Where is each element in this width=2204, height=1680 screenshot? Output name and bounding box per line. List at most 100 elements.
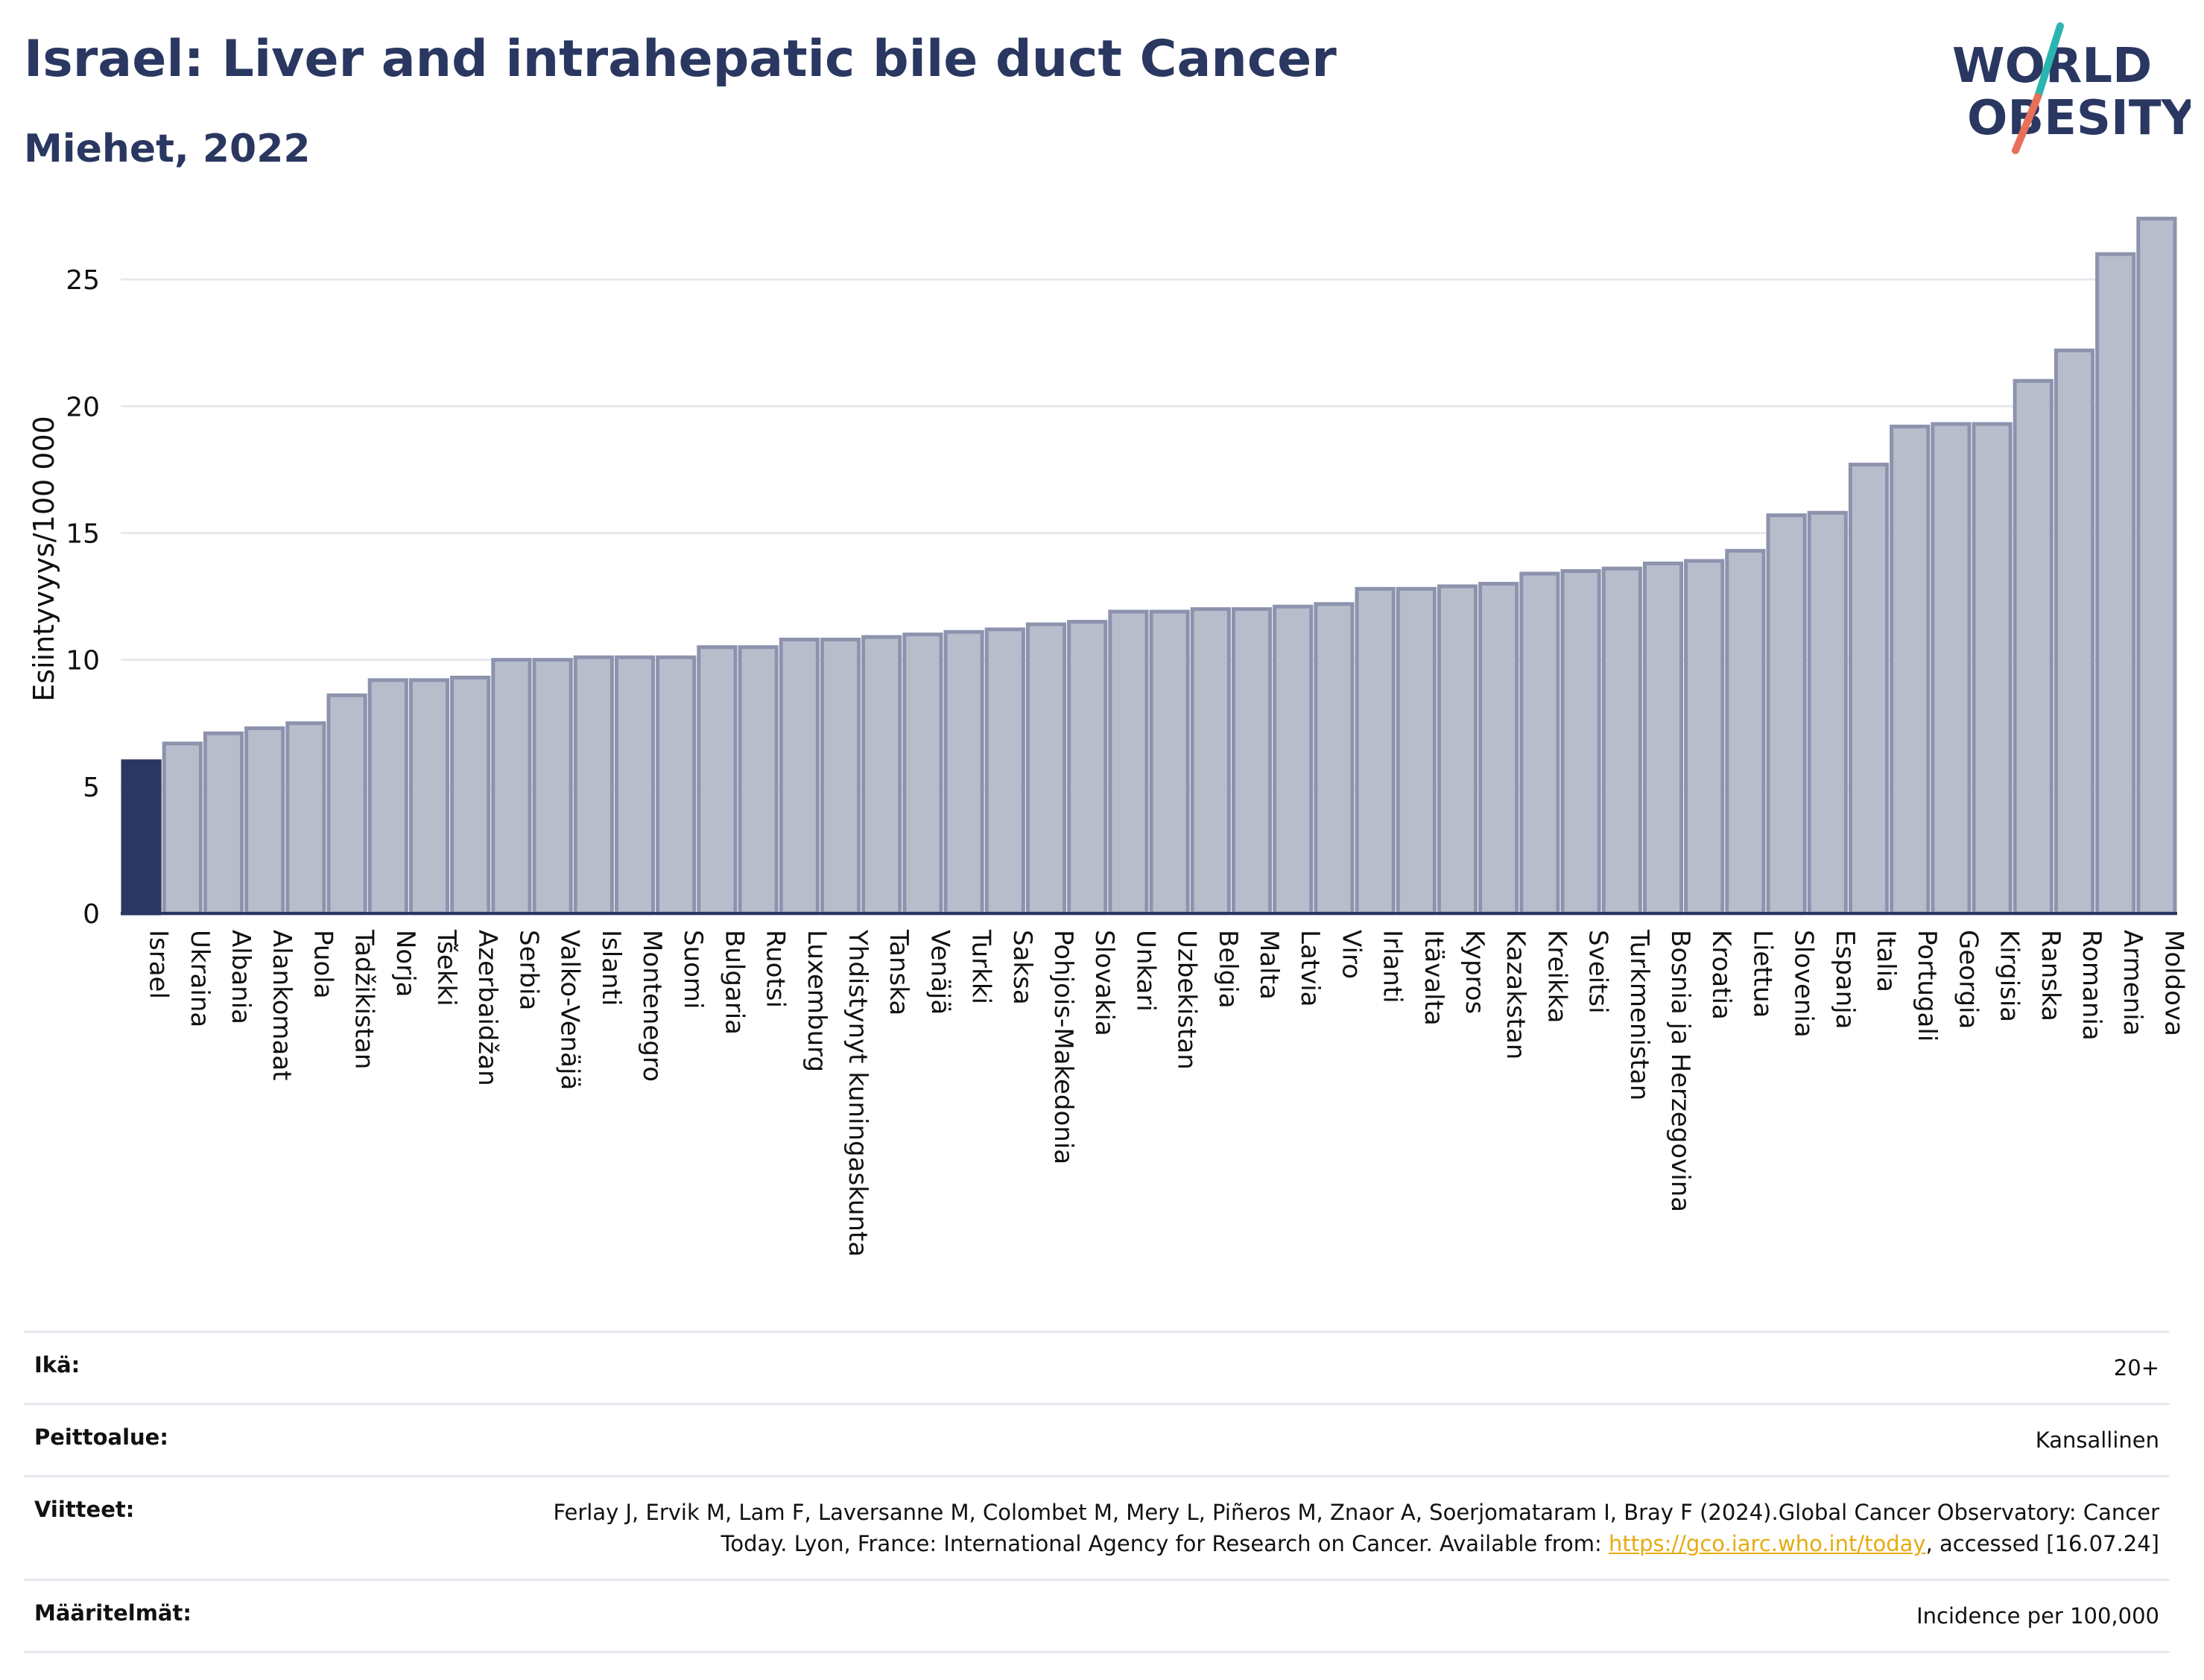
x-tick-label: Irlanti xyxy=(1378,930,1407,1004)
definitions-value: Incidence per 100,000 xyxy=(1916,1603,2159,1629)
coverage-value: Kansallinen xyxy=(2035,1427,2159,1454)
bar-kreikka xyxy=(1519,571,1560,916)
x-tick-label: Espanja xyxy=(1830,930,1860,1029)
bar-serbia xyxy=(491,658,532,916)
age-label: Ikä: xyxy=(34,1352,80,1378)
info-table: Ikä: 20+ Peittoalue: Kansallinen Viittee… xyxy=(24,1331,2170,1654)
bar-ruotsi xyxy=(738,645,779,916)
x-tick-label: Uzbekistan xyxy=(1172,930,1202,1070)
bar-portugali xyxy=(1890,425,1931,916)
x-tick-label: Latvia xyxy=(1295,930,1325,1007)
bar-norja xyxy=(367,678,408,916)
bar-uzbekistan xyxy=(1149,609,1190,916)
bar-albania xyxy=(203,731,244,916)
y-tick-label: 10 xyxy=(66,646,100,676)
bar-itävalta xyxy=(1396,586,1437,916)
x-tick-label: Kirgisia xyxy=(1995,930,2024,1022)
x-tick-label: Slovenia xyxy=(1789,930,1819,1038)
bar-tadžikistan xyxy=(326,693,367,916)
world-obesity-logo: WORLD OBESITY xyxy=(1952,22,2191,154)
references-text: Ferlay J, Ervik M, Lam F, Laversanne M, … xyxy=(553,1500,2159,1557)
bar-tšekki xyxy=(408,678,450,916)
bar-georgia xyxy=(1931,422,1972,916)
x-tick-label: Kazakstan xyxy=(1501,930,1530,1059)
y-axis-label: Esiintyvyys/100 000 xyxy=(28,416,60,702)
bar-montenegro xyxy=(614,655,656,916)
x-tick-label: Puola xyxy=(308,930,338,999)
coverage-label: Peittoalue: xyxy=(34,1424,168,1451)
x-tick-label: Tanska xyxy=(884,929,913,1015)
y-tick-label: 15 xyxy=(66,519,100,549)
x-tick-label: Valko-Venäjä xyxy=(555,930,585,1090)
bar-ranska xyxy=(2013,378,2053,916)
bar-slovenia xyxy=(1766,513,1807,916)
bar-turkmenistan xyxy=(1601,566,1642,916)
bar-puola xyxy=(285,721,326,916)
x-tick-label: Bulgaria xyxy=(719,930,749,1035)
references-link[interactable]: https://gco.iarc.who.int/today xyxy=(1608,1531,1926,1557)
bar-espanja xyxy=(1807,510,1848,916)
x-tick-label: Ruotsi xyxy=(761,930,791,1008)
bar-armenia xyxy=(2095,252,2136,916)
bar-ukraina xyxy=(162,741,203,916)
bar-slovakia xyxy=(1067,620,1108,916)
x-tick-label: Yhdistynyt kuningaskunta xyxy=(843,929,873,1257)
bar-pohjois-makedonia xyxy=(1025,622,1067,916)
bar-sveitsi xyxy=(1560,569,1601,916)
x-tick-label: Viro xyxy=(1336,930,1366,979)
bar-latvia xyxy=(1273,604,1314,916)
x-tick-label: Ranska xyxy=(2036,930,2065,1021)
x-tick-label: Albania xyxy=(226,930,256,1024)
references-value: Ferlay J, Ervik M, Lam F, Laversanne M, … xyxy=(483,1497,2159,1559)
bar-viro xyxy=(1314,602,1355,916)
bar-liettua xyxy=(1725,548,1766,916)
x-tick-label: Georgia xyxy=(1953,930,1983,1029)
y-tick-label: 5 xyxy=(83,773,100,803)
x-tick-label: Sveitsi xyxy=(1583,930,1613,1014)
y-tick-label: 20 xyxy=(66,392,100,422)
x-tick-label: Israel xyxy=(144,930,174,999)
info-row-definitions: Määritelmät: Incidence per 100,000 xyxy=(24,1579,2170,1654)
x-tick-label: Norja xyxy=(390,930,420,998)
x-tick-label: Suomi xyxy=(678,930,708,1009)
bar-kirgisia xyxy=(1972,422,2013,916)
chart-subtitle: Miehet, 2022 xyxy=(24,127,311,171)
x-tick-label: Liettua xyxy=(1747,930,1777,1018)
bar-malta xyxy=(1231,607,1273,916)
chart-title: Israel: Liver and intrahepatic bile duct… xyxy=(24,30,1337,89)
x-tick-label: Portugali xyxy=(1912,930,1942,1042)
bar-bosnia-ja-herzegovina xyxy=(1642,561,1684,916)
x-tick-label: Turkmenistan xyxy=(1624,929,1654,1100)
bar-israel xyxy=(121,759,162,916)
y-tick-label: 0 xyxy=(83,899,100,930)
y-tick-label: 25 xyxy=(66,265,100,296)
x-tick-label: Luxemburg xyxy=(802,930,832,1072)
x-tick-label: Azerbaidžan xyxy=(472,930,502,1086)
x-tick-label: Islanti xyxy=(596,930,626,1006)
bar-kypros xyxy=(1437,584,1478,916)
x-tick-label: Kroatia xyxy=(1706,930,1736,1020)
x-tick-label: Malta xyxy=(1254,930,1284,1000)
info-row-coverage: Peittoalue: Kansallinen xyxy=(24,1403,2170,1475)
bar-bulgaria xyxy=(697,645,738,916)
bar-turkki xyxy=(943,630,984,916)
x-tick-label: Kreikka xyxy=(1542,930,1571,1024)
bar-tanska xyxy=(861,635,902,916)
references-suffix: , accessed [16.07.24] xyxy=(1925,1531,2159,1557)
bar-yhdistynyt-kuningaskunta xyxy=(820,637,861,916)
definitions-label: Määritelmät: xyxy=(34,1600,191,1626)
bar-kroatia xyxy=(1684,559,1725,916)
x-tick-label: Itävalta xyxy=(1419,930,1448,1026)
x-tick-label: Venäjä xyxy=(925,930,954,1015)
bar-unkari xyxy=(1108,609,1149,916)
bar-italia xyxy=(1848,463,1890,916)
x-tick-label: Ukraina xyxy=(185,930,215,1027)
x-tick-label: Alankomaat xyxy=(267,930,297,1081)
bar-saksa xyxy=(984,627,1025,916)
bar-belgia xyxy=(1190,607,1231,916)
axes: 0 5 10 15 20 25 Israel Ukraina Albania Alankomaat… xyxy=(66,265,2188,1257)
x-tick-label: Kypros xyxy=(1460,930,1489,1014)
x-tick-label: Tšekki xyxy=(431,929,461,1007)
x-tick-label: Montenegro xyxy=(637,930,667,1082)
x-tick-label: Moldova xyxy=(2159,930,2188,1036)
